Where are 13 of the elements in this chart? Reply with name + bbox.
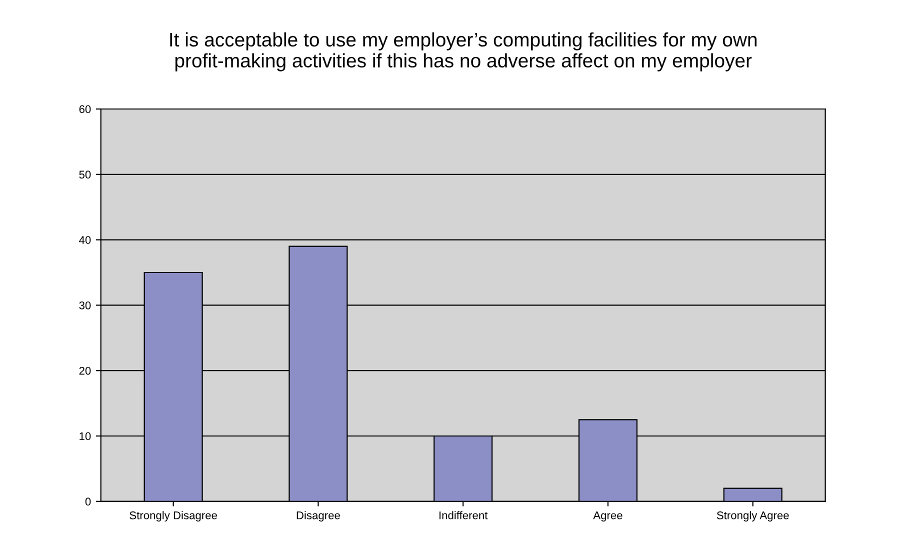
y-tick-label: 40 [79, 236, 91, 244]
y-tick-label: 60 [79, 105, 91, 114]
y-tick-label: 50 [79, 170, 91, 179]
x-tick-label: Disagree [296, 511, 340, 522]
y-tick-label: 10 [80, 432, 91, 440]
x-tick-label: Agree [593, 512, 622, 522]
x-tick-label: Strongly Agree [716, 511, 789, 522]
x-tick-label: Strongly Disagree [130, 511, 217, 522]
y-tick-label: 30 [79, 301, 91, 310]
y-tick-label: 20 [79, 366, 91, 375]
y-tick-label: 0 [85, 498, 91, 506]
chart-title: It is acceptable to use my employer’s computing facilities for my own profit-making activities if this has no adverse affect on my employer [170, 32, 757, 72]
x-tick-label: Indifferent [440, 511, 488, 520]
